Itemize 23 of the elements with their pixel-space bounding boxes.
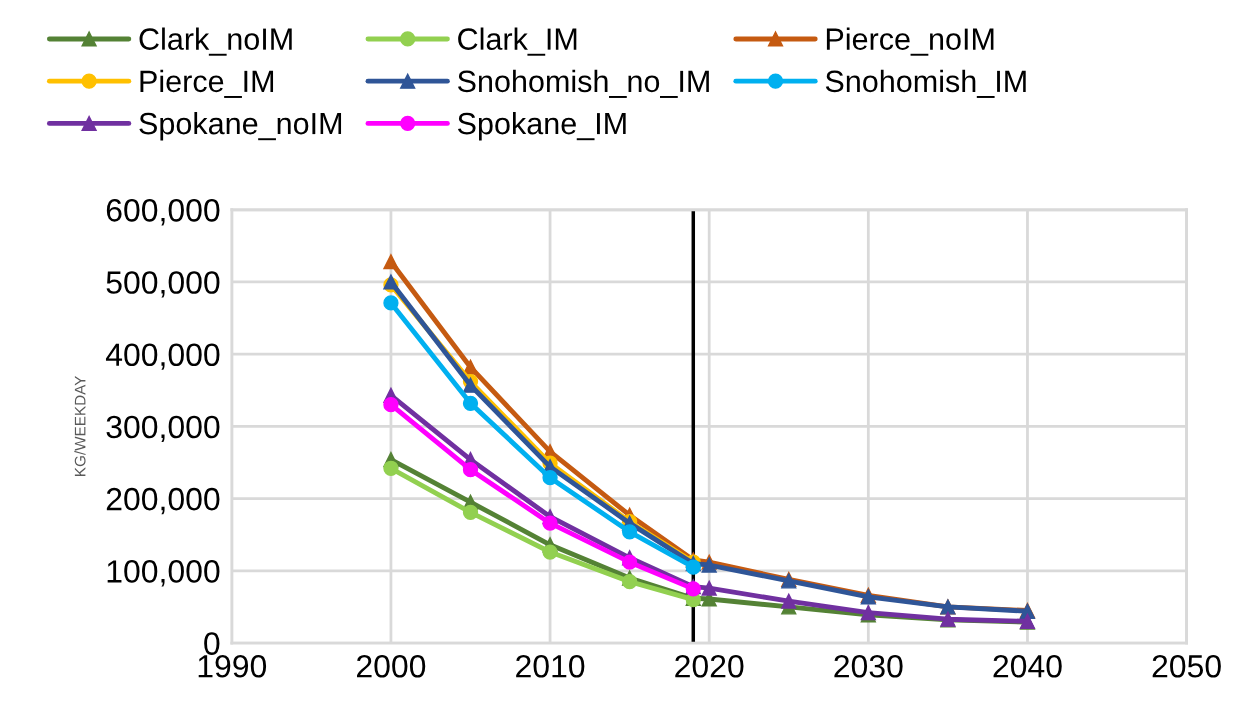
y-tick-label: 400,000 bbox=[105, 343, 220, 370]
legend-label: Snohomish_no_IM bbox=[457, 69, 709, 98]
y-axis-title: KG/WEEKDAY bbox=[74, 375, 86, 476]
x-tick-label: 2040 bbox=[993, 654, 1062, 678]
x-tick-label: 2050 bbox=[1152, 654, 1221, 678]
y-tick-label: 0 bbox=[204, 632, 220, 655]
x-tick-label: 2030 bbox=[834, 654, 903, 678]
y-tick-label: 600,000 bbox=[106, 199, 220, 226]
legend-label: Spokane_noIM bbox=[139, 111, 342, 141]
y-tick-label: 200,000 bbox=[106, 487, 220, 515]
y-tick-label: 100,000 bbox=[107, 560, 220, 587]
x-tick-label: 1990 bbox=[198, 654, 267, 678]
legend-label: Snohomish_IM bbox=[825, 69, 1026, 98]
legend-label: Clark_IM bbox=[458, 27, 577, 56]
x-tick-label: 2020 bbox=[675, 654, 744, 678]
x-tick-label: 2000 bbox=[357, 654, 426, 678]
y-tick-label: 500,000 bbox=[106, 271, 220, 298]
legend-label: Clark_noIM bbox=[139, 27, 292, 56]
legend-label: Pierce_noIM bbox=[826, 27, 994, 56]
y-tick-label: 300,000 bbox=[106, 415, 220, 443]
legend-label: Spokane_IM bbox=[457, 111, 626, 141]
x-tick-label: 2010 bbox=[516, 654, 585, 678]
legend-label: Pierce_IM bbox=[140, 69, 274, 98]
